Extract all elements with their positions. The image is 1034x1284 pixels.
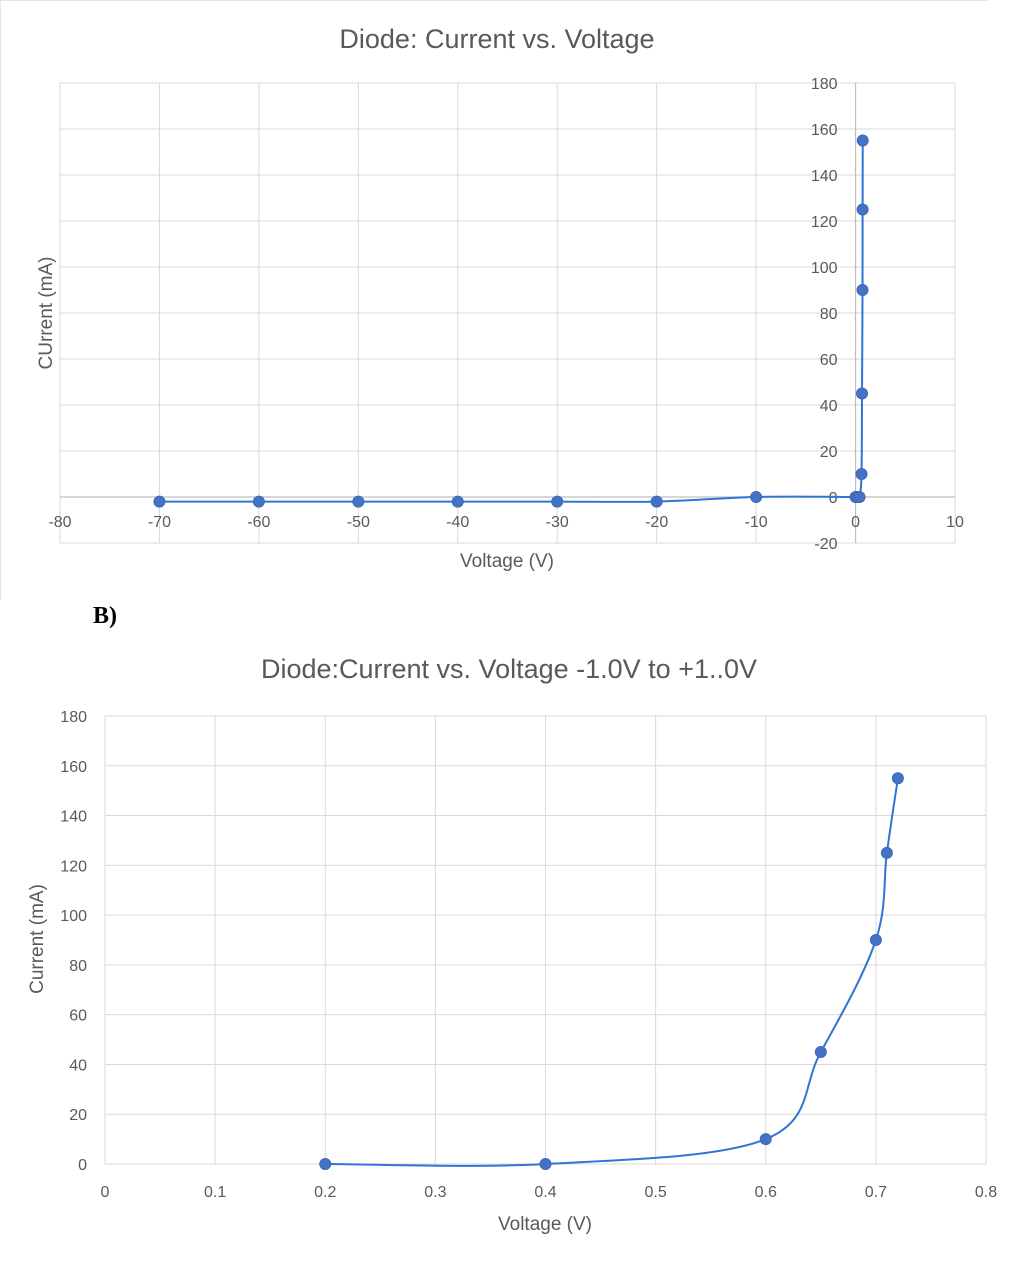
x-tick-label: 10 (946, 514, 964, 531)
series-line (159, 140, 865, 503)
x-tick-label: -50 (347, 514, 370, 531)
y-tick-label: 40 (820, 398, 838, 415)
data-point (853, 491, 866, 503)
y-tick-label: 0 (829, 490, 838, 507)
data-point (319, 1158, 332, 1170)
data-point (891, 772, 904, 785)
chart-title: Diode:Current vs. Voltage -1.0V to +1..0… (261, 654, 757, 684)
x-tick-label: 0.7 (865, 1184, 887, 1201)
x-tick-label: -70 (148, 514, 171, 531)
y-tick-label: 140 (60, 809, 87, 826)
x-tick-label: -80 (48, 514, 71, 531)
data-point (856, 284, 869, 296)
y-tick-label: 20 (820, 444, 838, 461)
y-tick-label: 0 (78, 1157, 87, 1174)
data-point (539, 1158, 552, 1170)
data-point (869, 934, 882, 946)
panel-label: B) (93, 603, 117, 629)
data-point (856, 203, 869, 216)
y-tick-label: 120 (60, 858, 87, 875)
data-point (650, 495, 663, 508)
y-tick-label: 60 (820, 352, 838, 369)
y-tick-label: 20 (69, 1107, 87, 1124)
y-axis-title: Current (mA) (27, 884, 48, 994)
data-point (856, 387, 869, 400)
data-point (855, 468, 868, 480)
data-point (153, 495, 166, 508)
image-border (0, 0, 988, 1)
data-point (451, 495, 464, 508)
y-tick-label: 100 (60, 908, 87, 925)
y-tick-label: -20 (814, 536, 837, 553)
x-tick-label: 0 (101, 1184, 110, 1201)
data-point (352, 495, 365, 508)
y-tick-label: 60 (69, 1008, 87, 1025)
chart-title: Diode: Current vs. Voltage (339, 24, 654, 54)
data-point (551, 495, 564, 508)
x-tick-label: 0 (851, 514, 860, 531)
y-tick-label: 80 (69, 958, 87, 975)
x-tick-label: 0.2 (314, 1184, 336, 1201)
x-axis-title: Voltage (V) (460, 551, 554, 572)
x-tick-label: -10 (745, 514, 768, 531)
x-tick-label: 0.8 (975, 1184, 997, 1201)
y-tick-label: 80 (820, 306, 838, 323)
chart-zoomed-range: Diode:Current vs. Voltage -1.0V to +1..0… (27, 654, 997, 1235)
y-tick-label: 180 (60, 709, 87, 726)
x-tick-label: 0.6 (755, 1184, 777, 1201)
data-point (252, 495, 265, 508)
y-tick-label: 180 (811, 76, 838, 93)
y-tick-label: 100 (811, 260, 838, 277)
x-tick-label: 0.5 (645, 1184, 667, 1201)
x-tick-label: -60 (247, 514, 270, 531)
data-point (814, 1046, 827, 1058)
y-tick-label: 120 (811, 214, 838, 231)
x-axis-title: Voltage (V) (498, 1214, 592, 1235)
x-tick-label: 0.1 (204, 1184, 226, 1201)
y-tick-label: 140 (811, 168, 838, 185)
image-border (0, 0, 5, 600)
x-tick-label: -20 (645, 514, 668, 531)
data-point (856, 134, 869, 147)
y-tick-label: 160 (60, 759, 87, 776)
y-tick-label: 160 (811, 122, 838, 139)
y-axis-title: CUrrent (mA) (36, 257, 57, 370)
data-point (880, 846, 893, 859)
chart-full-range: Diode: Current vs. Voltage -80 -70 -60 -50 -4… (36, 24, 964, 572)
x-tick-label: 0.3 (424, 1184, 446, 1201)
data-point (759, 1133, 772, 1146)
x-tick-label: -40 (446, 514, 469, 531)
plot-area (59, 82, 956, 544)
data-point (750, 491, 763, 503)
y-tick-label: 40 (69, 1057, 87, 1074)
x-tick-label: 0.4 (534, 1184, 556, 1201)
x-tick-label: -30 (546, 514, 569, 531)
series-line (325, 778, 899, 1167)
